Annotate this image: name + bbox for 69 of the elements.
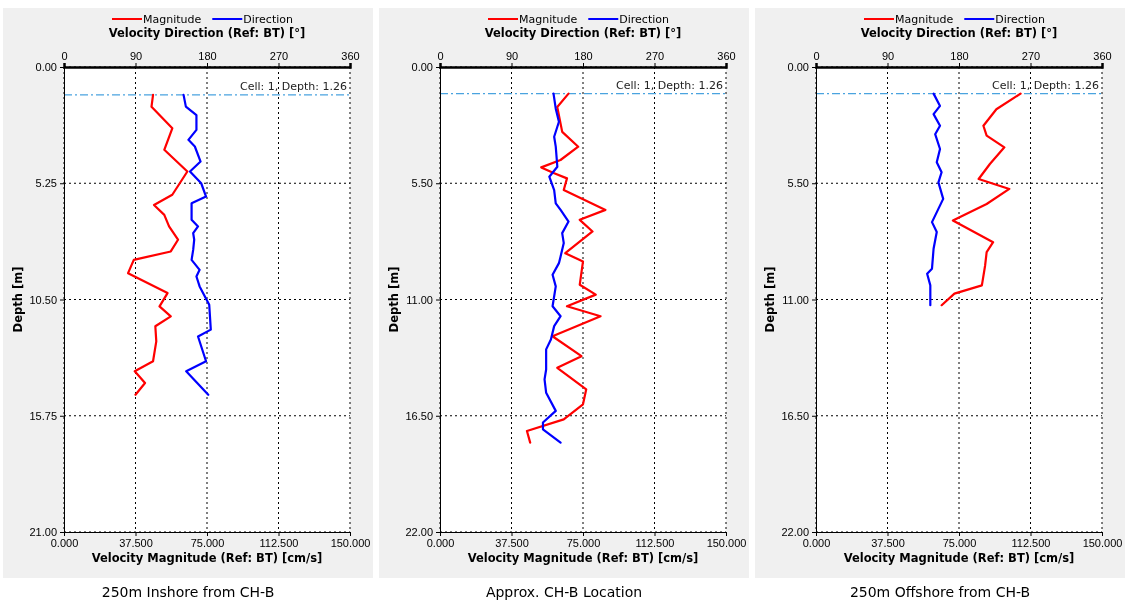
x-tick-label: 150.000 <box>706 536 747 549</box>
y-tick-label: 0.00 <box>35 61 57 74</box>
x-tick-label: 37.500 <box>119 536 153 549</box>
x2-tick-label: 0 <box>437 50 444 62</box>
y-tick-label: 11.00 <box>406 293 433 306</box>
x-tick-label: 0.000 <box>802 536 831 549</box>
y-tick-label: 10.50 <box>29 293 57 306</box>
x2-tick-label: 360 <box>1093 50 1112 62</box>
x2-tick-label: 90 <box>505 50 519 62</box>
line-series <box>940 92 1022 307</box>
x2-axis-title: Velocity Direction (Ref: BT) [°] <box>108 26 306 40</box>
x2-axis-title: Velocity Direction (Ref: BT) [°] <box>484 26 682 40</box>
legend-label: Magnitude <box>143 13 202 26</box>
y-tick-label: 22.00 <box>405 526 433 539</box>
y-tick-label: 0.00 <box>411 61 433 74</box>
x-tick-label: 75.000 <box>566 536 601 549</box>
ref-line-label: Cell: 1, Depth: 1.26 <box>992 78 1099 92</box>
y-tick-label: 15.75 <box>29 409 57 422</box>
x-tick-label: 0.000 <box>426 536 455 549</box>
line-series <box>525 92 607 444</box>
x-tick-label: 0.000 <box>50 536 79 549</box>
x-tick-label: 75.000 <box>942 536 977 549</box>
text: Approx. CH-B Location <box>485 584 643 600</box>
y-tick-label: 22.00 <box>781 526 809 539</box>
y-tick-label: 16.50 <box>781 409 809 422</box>
x-tick-label: 112.500 <box>635 536 675 549</box>
x-tick-label: 37.500 <box>495 536 529 549</box>
x-tick-label: 112.500 <box>1011 536 1051 549</box>
y-tick-label: 5.50 <box>411 177 433 190</box>
x2-axis-title: Velocity Direction (Ref: BT) [°] <box>860 26 1058 40</box>
x-tick-label: 112.500 <box>259 536 299 549</box>
y-axis-title: Depth [m] <box>11 266 25 333</box>
legend-label: Magnitude <box>519 13 578 26</box>
y-tick-label: 5.50 <box>787 177 809 190</box>
x2-tick-label: 270 <box>269 50 289 62</box>
x2-tick-label: 270 <box>645 50 665 62</box>
y-tick-label: 11.00 <box>782 293 809 306</box>
x-tick-label: 75.000 <box>190 536 225 549</box>
y-tick-label: 21.00 <box>29 526 57 539</box>
x2-tick-label: 180 <box>950 50 969 62</box>
x2-tick-label: 0 <box>813 50 820 62</box>
x-axis-title: Velocity Magnitude (Ref: BT) [cm/s] <box>467 551 699 565</box>
legend-label: Direction <box>243 13 293 26</box>
x-tick-label: 37.500 <box>871 536 905 549</box>
y-tick-label: 0.00 <box>787 61 809 74</box>
legend-label: Direction <box>995 13 1045 26</box>
x-axis-title: Velocity Magnitude (Ref: BT) [cm/s] <box>843 551 1075 565</box>
ref-line-label: Cell: 1, Depth: 1.26 <box>616 78 723 92</box>
y-axis-title: Depth [m] <box>763 266 777 333</box>
y-axis-title: Depth [m] <box>387 266 401 333</box>
x2-tick-label: 360 <box>341 50 360 62</box>
x2-tick-label: 90 <box>881 50 895 62</box>
x-tick-label: 150.000 <box>330 536 371 549</box>
x2-tick-label: 0 <box>61 50 68 62</box>
x-axis-title: Velocity Magnitude (Ref: BT) [cm/s] <box>91 551 323 565</box>
x2-tick-label: 270 <box>1021 50 1041 62</box>
ref-line-label: Cell: 1, Depth: 1.26 <box>240 79 347 93</box>
line-series <box>126 93 189 396</box>
legend-label: Direction <box>619 13 669 26</box>
legend-label: Magnitude <box>895 13 954 26</box>
x2-tick-label: 90 <box>129 50 143 62</box>
text: 250m Inshore from CH-B <box>101 584 275 600</box>
x-tick-label: 150.000 <box>1082 536 1123 549</box>
y-tick-label: 16.50 <box>405 409 433 422</box>
x2-tick-label: 180 <box>574 50 593 62</box>
x2-tick-label: 180 <box>198 50 217 62</box>
x2-tick-label: 360 <box>717 50 736 62</box>
text: 250m Offshore from CH-B <box>849 584 1031 600</box>
y-tick-label: 5.25 <box>35 177 57 190</box>
